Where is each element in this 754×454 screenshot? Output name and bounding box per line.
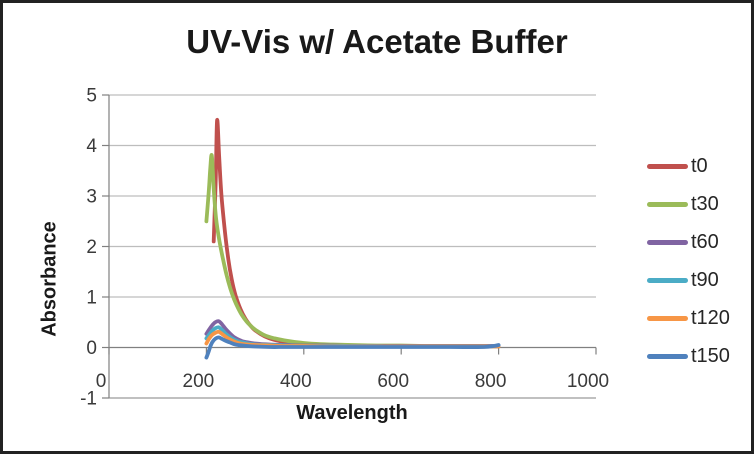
legend-swatch-t60 — [647, 239, 688, 245]
legend-label-t60: t60 — [691, 231, 719, 253]
x-tick-label-1000: 1000 — [567, 371, 609, 392]
x-axis-title: Wavelength — [296, 402, 408, 424]
legend-item-t60: t60 — [647, 231, 730, 253]
y-tick-label--1: -1 — [80, 389, 97, 410]
legend-swatch-t120 — [647, 315, 688, 321]
legend-item-t90: t90 — [647, 269, 730, 291]
y-tick-label-5: 5 — [86, 86, 97, 107]
legend-swatch-t90 — [647, 277, 688, 283]
y-tick-label-4: 4 — [86, 136, 97, 157]
legend-label-t0: t0 — [691, 155, 708, 177]
x-tick-label-600: 600 — [377, 371, 409, 392]
y-tick-label-0: 0 — [86, 338, 97, 359]
y-tick-label-3: 3 — [86, 187, 97, 208]
x-tick-label-0: 0 — [96, 371, 107, 392]
legend-label-t120: t120 — [691, 307, 730, 329]
chart-title: UV-Vis w/ Acetate Buffer — [186, 23, 568, 60]
legend-item-t150: t150 — [647, 345, 730, 367]
y-tick-label-1: 1 — [86, 288, 97, 309]
x-tick-label-200: 200 — [183, 371, 215, 392]
x-tick-label-400: 400 — [280, 371, 312, 392]
x-tick-label-800: 800 — [475, 371, 507, 392]
legend-swatch-t30 — [647, 201, 688, 207]
legend-label-t90: t90 — [691, 269, 719, 291]
series-line-t30 — [204, 153, 501, 348]
legend-label-t30: t30 — [691, 193, 719, 215]
legend-label-t150: t150 — [691, 345, 730, 367]
legend-item-t0: t0 — [647, 155, 730, 177]
y-axis-title: Absorbance — [38, 221, 61, 337]
legend: t0 t30 t60 t90 t120 t150 — [647, 155, 730, 383]
legend-swatch-t150 — [647, 353, 688, 359]
series-line-t0 — [211, 118, 501, 349]
legend-swatch-t0 — [647, 163, 688, 169]
legend-item-t120: t120 — [647, 307, 730, 329]
series-line-t150 — [204, 335, 501, 360]
y-tick-label-2: 2 — [86, 237, 97, 258]
legend-item-t30: t30 — [647, 193, 730, 215]
